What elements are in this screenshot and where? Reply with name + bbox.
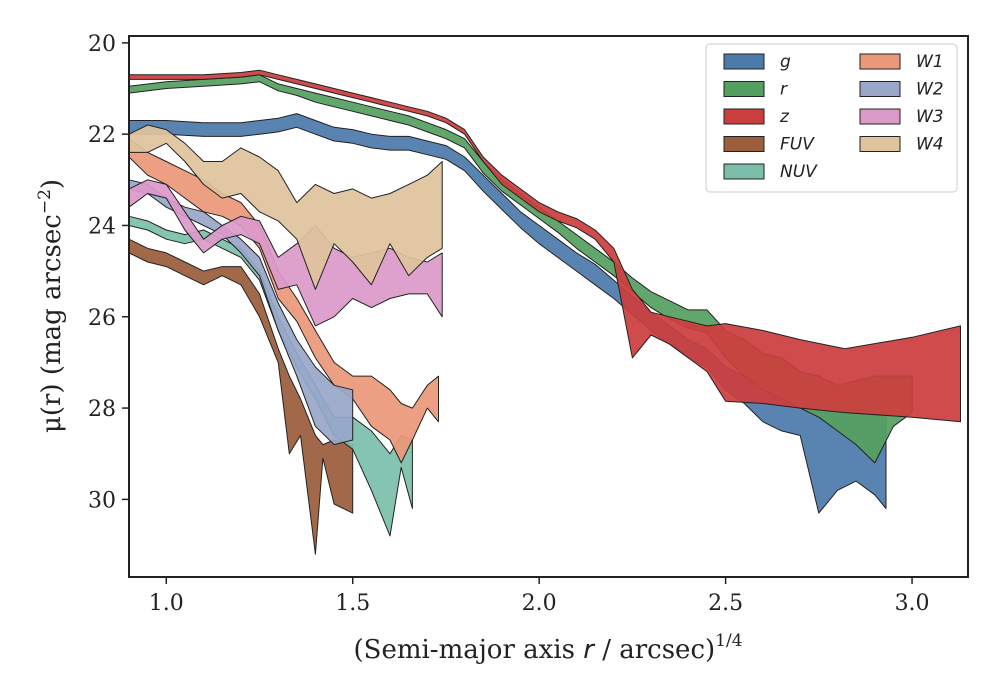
band-w4	[128, 124, 443, 290]
legend-label-nuv: NUV	[780, 162, 818, 182]
y-tick-label: 20	[88, 32, 116, 57]
legend-label-w2: W2	[916, 80, 944, 100]
legend-label-g: g	[780, 52, 791, 72]
x-tick-label: 1.0	[149, 591, 184, 616]
legend-swatch-z	[723, 108, 765, 125]
plot-frame	[128, 35, 969, 578]
y-tick-label: 28	[88, 397, 116, 422]
y-tick-label: 24	[88, 214, 116, 239]
legend-label-w1: W1	[916, 52, 944, 72]
x-axis-label: (Semi-major axis r / arcsec)1/4	[353, 631, 742, 665]
x-tick-label: 1.5	[335, 591, 370, 616]
x-tick-label: 2.5	[708, 591, 743, 616]
x-tick-label: 2.0	[522, 591, 557, 616]
legend-swatch-fuv	[723, 136, 765, 152]
y-axis-label: μ(r) (mag arcsec−2)	[35, 179, 67, 433]
band-fuv	[128, 238, 354, 555]
band-g	[128, 113, 887, 514]
legend: grz FUV NUV W1 W2 W3 W4	[705, 43, 958, 193]
legend-swatch-w3	[859, 108, 901, 125]
profile-bands	[128, 69, 961, 555]
legend-swatch-w1	[859, 53, 901, 70]
legend-swatch-g	[723, 53, 765, 70]
band-w3	[128, 179, 443, 327]
legend-swatch-w4	[859, 136, 901, 152]
y-tick-label: 26	[88, 306, 116, 331]
band-w1	[128, 138, 439, 464]
legend-swatch-r	[723, 81, 765, 97]
y-axis-ticks: 20 22 24 26 28 30	[88, 32, 129, 513]
legend-swatch-nuv	[723, 163, 765, 180]
legend-label-w4: W4	[916, 135, 944, 155]
y-tick-label: 22	[88, 123, 116, 148]
band-z	[128, 69, 961, 423]
y-tick-label: 30	[88, 488, 116, 513]
x-axis-ticks: 1.0 1.5 2.0 2.5 3.0	[149, 577, 930, 616]
legend-label-w3: W3	[916, 107, 944, 127]
legend-label-z: z	[779, 107, 790, 127]
legend-label-fuv: FUV	[780, 135, 815, 155]
x-tick-label: 3.0	[895, 591, 930, 616]
legend-label-r: r	[780, 80, 788, 100]
legend-swatch-w2	[859, 81, 901, 97]
band-w2	[128, 179, 354, 446]
